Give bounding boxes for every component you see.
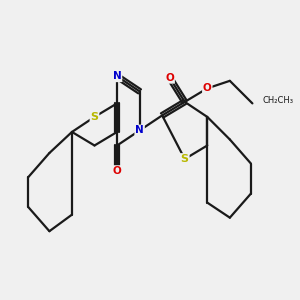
Text: O: O [113, 166, 122, 176]
Text: O: O [203, 83, 212, 93]
Text: N: N [135, 125, 144, 136]
Text: N: N [113, 71, 122, 81]
Text: CH₂CH₃: CH₂CH₃ [263, 96, 294, 105]
Text: O: O [165, 73, 174, 83]
Text: S: S [91, 112, 98, 122]
Text: S: S [181, 154, 189, 164]
